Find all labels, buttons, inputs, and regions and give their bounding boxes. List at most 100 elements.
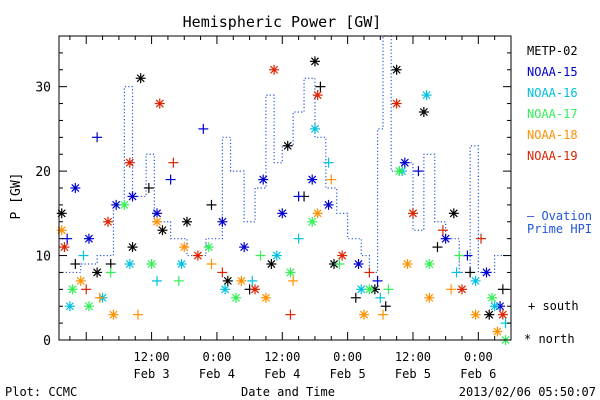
noaa-18-point-north: [260, 292, 271, 303]
noaa-18-point-north: [492, 326, 503, 337]
noaa-16-point-north: [421, 90, 432, 101]
metp-02-point-north: [309, 56, 320, 67]
noaa-18-point-south: [446, 284, 457, 295]
plot-frame: [58, 35, 512, 341]
metp-02-point-north: [181, 216, 192, 227]
noaa-18-point-south: [288, 275, 299, 286]
legend-north-marker: * north: [524, 332, 575, 346]
noaa-19-point-north: [312, 90, 323, 101]
metp-02-point-north: [391, 64, 402, 75]
data-points-layer: [56, 56, 511, 345]
x-tick-label-time-5: 0:00: [464, 350, 493, 364]
x-tick-label-date-4: Feb 5: [395, 367, 431, 381]
x-tick-label-date-2: Feb 4: [264, 367, 300, 381]
noaa-18-point-south: [94, 292, 105, 303]
noaa-18-point-south: [378, 309, 389, 320]
metp-02-point-north: [222, 275, 233, 286]
footer-credit: Plot: CCMC: [5, 385, 77, 399]
legend-ovation-line1: – Ovation: [527, 209, 592, 223]
x-tick-label-date-0: Feb 3: [134, 367, 170, 381]
noaa-18-point-north: [424, 292, 435, 303]
noaa-17-point-north: [285, 267, 296, 278]
metp-02-point-south: [380, 301, 391, 312]
noaa-16-point-north: [176, 259, 187, 269]
noaa-18-point-south: [206, 259, 217, 269]
noaa-15-point-south: [372, 275, 383, 286]
ovation-hpi-step-line: [59, 35, 511, 274]
noaa-17-point-south: [105, 267, 116, 278]
metp-02-point-north: [282, 140, 293, 151]
metp-02-point-south: [465, 267, 476, 278]
noaa-19-point-north: [103, 216, 114, 227]
noaa-16-point-south: [78, 250, 89, 261]
noaa-19-point-south: [476, 233, 487, 244]
noaa-17-point-north: [230, 292, 241, 303]
noaa-17-point-south: [334, 259, 345, 269]
noaa-18-point-north: [108, 309, 119, 320]
metp-02-point-south: [70, 259, 81, 269]
y-tick-label-10: 10: [35, 250, 51, 265]
metp-02-point-north: [329, 259, 340, 269]
noaa-19-point-south: [168, 157, 179, 168]
noaa-19-point-north: [250, 284, 261, 295]
noaa-18-point-north: [312, 208, 323, 219]
metp-02-point-south: [105, 259, 116, 269]
x-tick-label-date-3: Feb 5: [330, 367, 366, 381]
x-tick-label-time-1: 0:00: [202, 350, 231, 364]
x-tick-label-date-1: Feb 4: [199, 367, 235, 381]
noaa-17-point-north: [83, 301, 94, 312]
metp-02-point-north: [418, 107, 429, 117]
noaa-15-point-north: [323, 199, 334, 210]
noaa-16-point-south: [323, 157, 334, 168]
noaa-15-point-north: [399, 157, 410, 168]
metp-02-point-south: [497, 284, 508, 295]
noaa-16-point-south: [293, 233, 304, 244]
noaa-17-point-north: [486, 292, 497, 303]
legend-entry-noaa-18: NOAA-18: [527, 128, 578, 142]
noaa-17-point-south: [454, 250, 465, 261]
noaa-15-point-south: [198, 123, 209, 134]
noaa-19-point-south: [217, 267, 228, 278]
ovation-hpi-layer: [59, 35, 511, 274]
legend-entry-noaa-15: NOAA-15: [527, 65, 578, 79]
metp-02-point-north: [266, 259, 277, 269]
noaa-18-point-south: [132, 309, 143, 320]
noaa-15-point-south: [92, 132, 103, 143]
legend-entry-metp-02: METP-02: [527, 44, 578, 58]
y-axis-label: P [GW]: [9, 173, 24, 220]
noaa-18-point-north: [75, 275, 86, 286]
noaa-19-point-north: [59, 242, 70, 253]
footer-timestamp: 2013/02/06 05:50:07: [459, 385, 596, 399]
noaa-17-point-north: [364, 284, 375, 295]
noaa-19-point-north: [337, 250, 348, 261]
noaa-17-point-south: [173, 275, 184, 286]
noaa-16-point-south: [152, 275, 163, 286]
metp-02-point-north: [127, 242, 138, 253]
noaa-17-point-north: [119, 199, 130, 210]
metp-02-point-south: [315, 81, 326, 92]
noaa-16-point-north: [220, 284, 231, 295]
metp-02-point-north: [56, 208, 67, 219]
metp-02-point-south: [143, 183, 154, 193]
noaa-17-point-south: [383, 284, 394, 295]
noaa-18-point-north: [402, 259, 413, 269]
axes-layer: 0 10 20 30 12:00 Feb 3 0:00 Feb 4 12:00 Feb 4 0:00…: [35, 35, 512, 381]
noaa-15-point-north: [70, 183, 81, 193]
noaa-16-point-north: [124, 259, 135, 269]
noaa-15-point-north: [239, 242, 250, 253]
legend-ovation-line2: Prime HPI: [527, 222, 592, 236]
y-tick-label-30: 30: [35, 81, 51, 96]
metp-02-point-north: [448, 208, 459, 219]
noaa-18-point-north: [358, 309, 369, 320]
metp-02-point-south: [206, 199, 217, 210]
noaa-15-point-north: [277, 208, 288, 219]
noaa-15-point-south: [165, 174, 176, 185]
noaa-18-point-north: [56, 225, 67, 236]
noaa-17-point-north: [394, 166, 405, 177]
noaa-15-point-south: [293, 191, 304, 202]
metp-02-point-south: [350, 292, 361, 303]
noaa-15-point-north: [440, 233, 451, 244]
noaa-17-point-north: [67, 284, 78, 295]
